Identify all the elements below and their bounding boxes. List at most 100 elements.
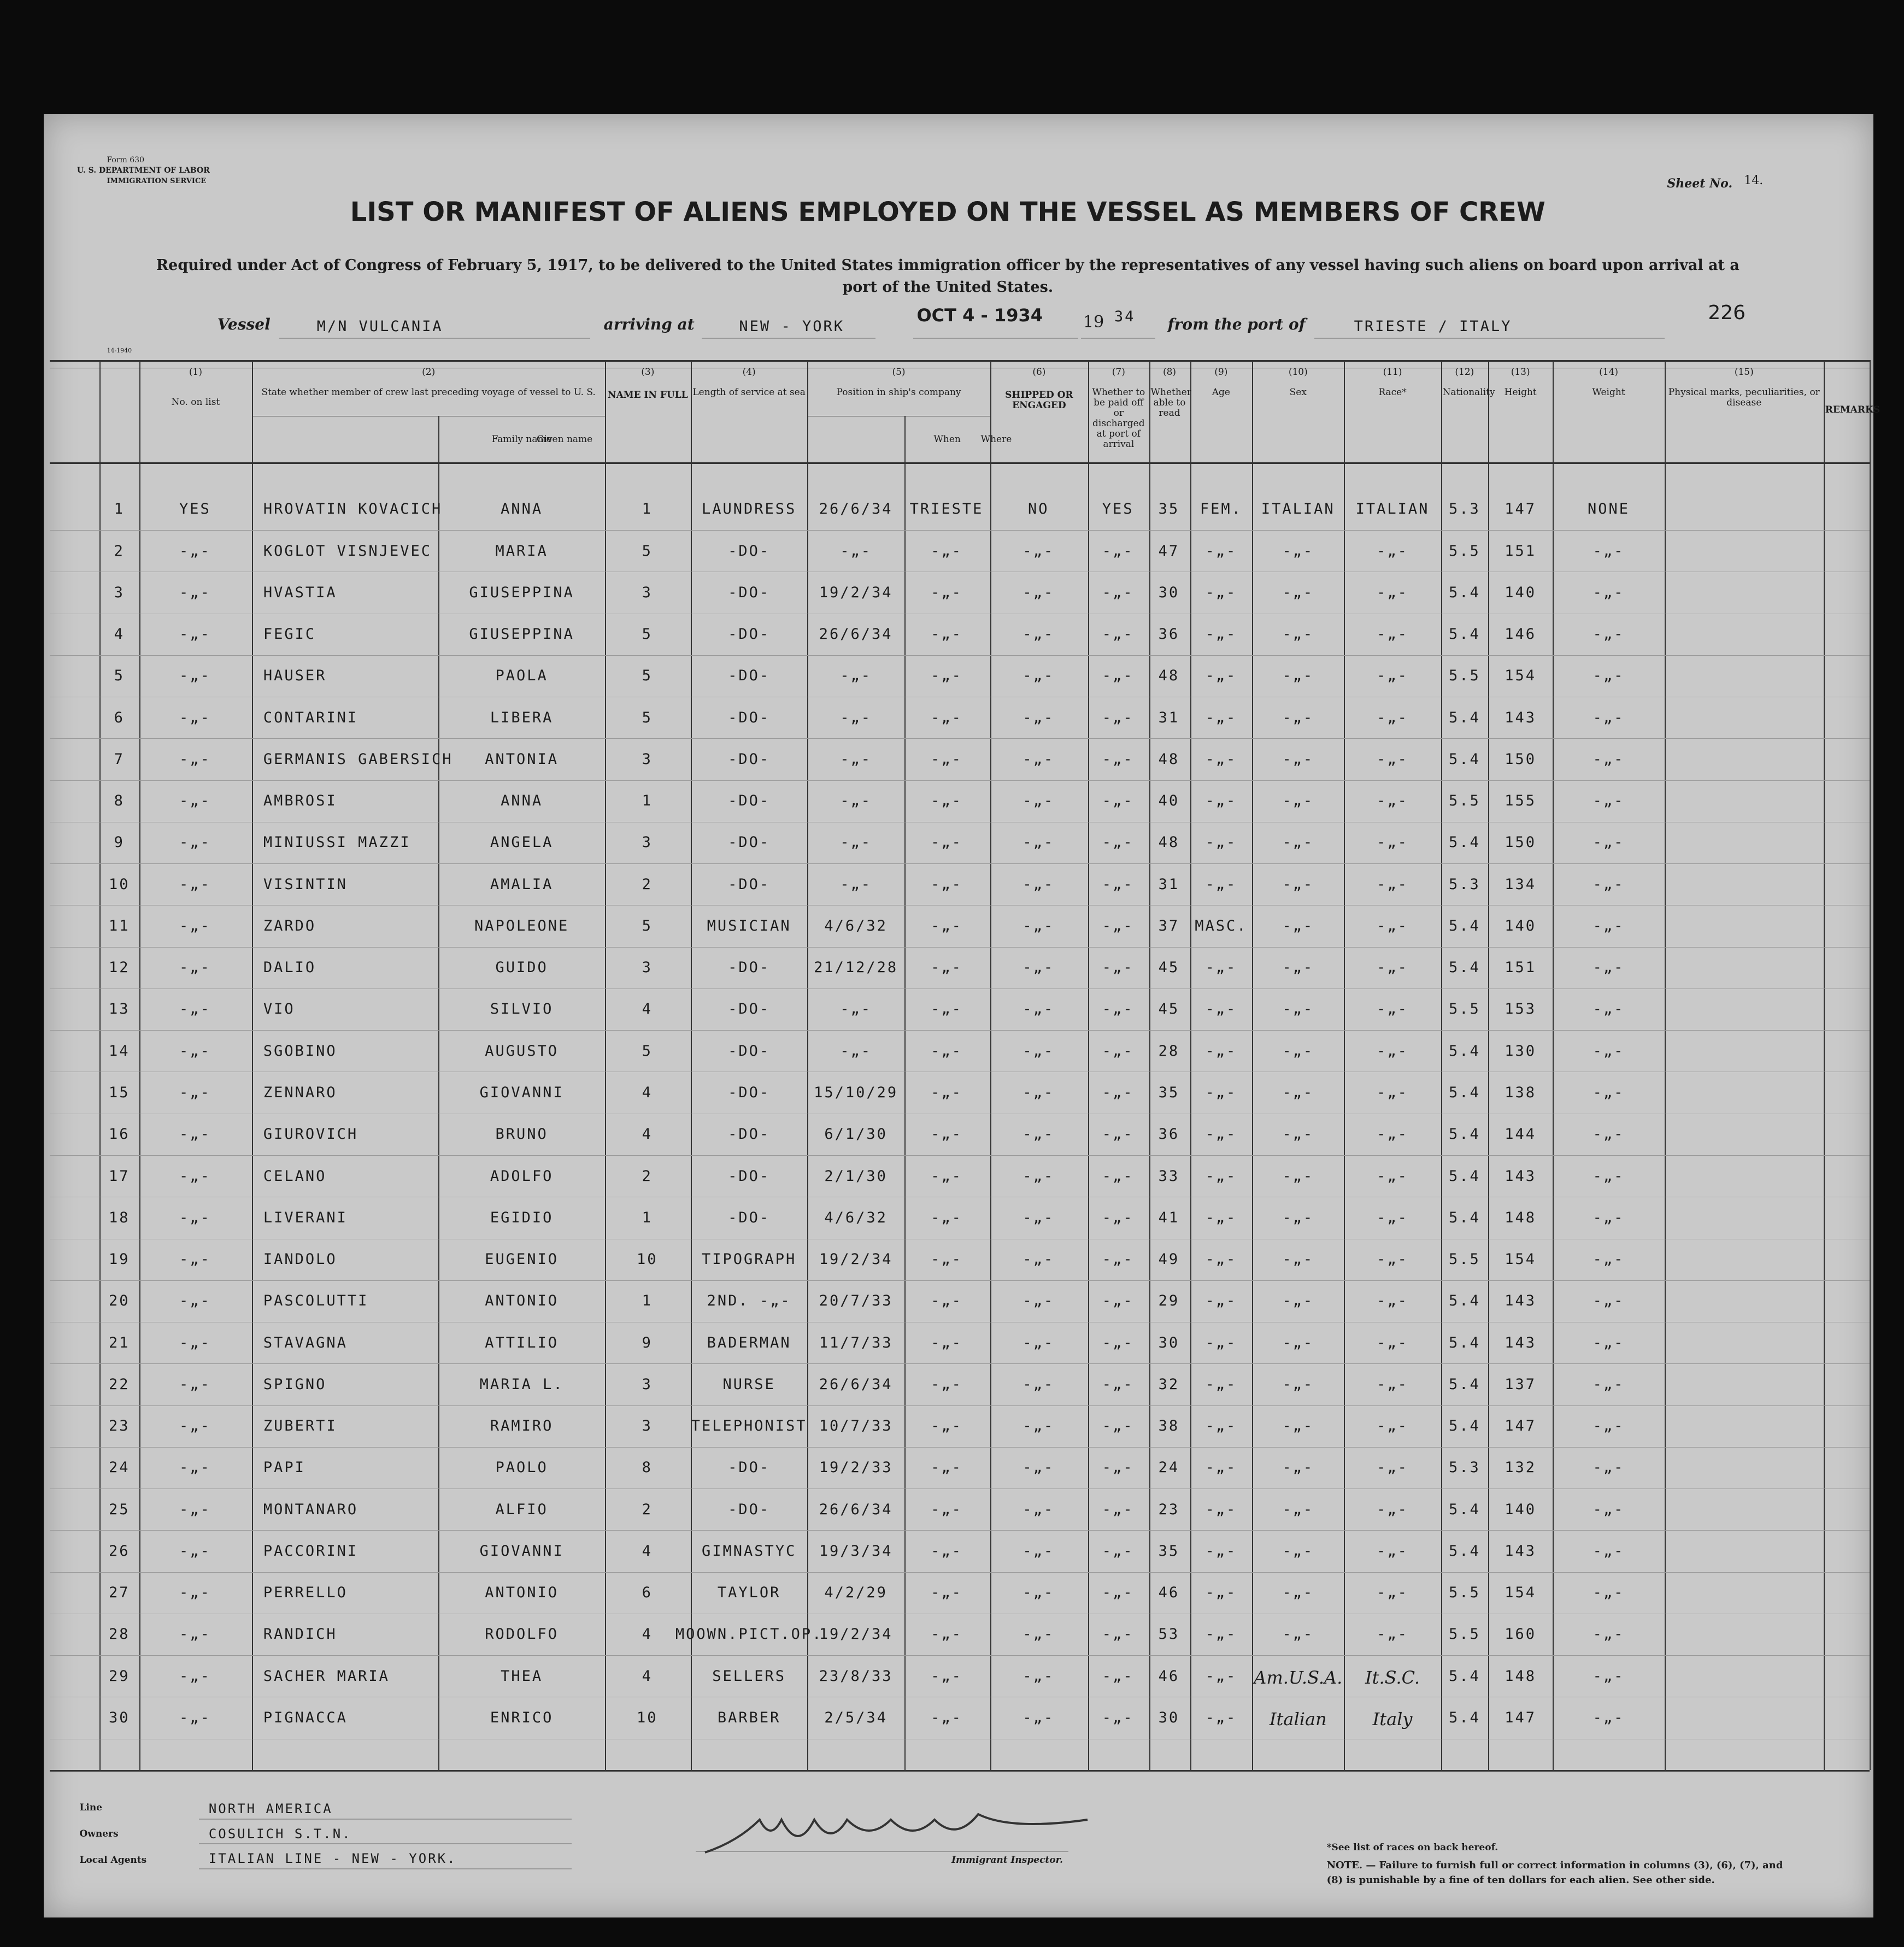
cell: -„- [1022, 834, 1055, 851]
department: U. S. DEPARTMENT OF LABOR [77, 166, 210, 175]
cell: MARIA [495, 542, 548, 560]
cell: PACCORINI [263, 1542, 359, 1560]
cell: -„- [1102, 917, 1134, 934]
cell: -„- [1377, 1167, 1408, 1185]
sheet-number: 14. [1744, 174, 1764, 188]
rule-line [1190, 360, 1191, 1770]
cell: 3 [642, 959, 653, 977]
cell: -„- [179, 584, 211, 601]
cell: -„- [1282, 1459, 1314, 1477]
cell: -„- [931, 1375, 962, 1393]
cell: 137 [1505, 1375, 1537, 1393]
cell: VIO [263, 1001, 295, 1018]
cell: 5.4 [1448, 834, 1480, 851]
cell: -„- [179, 1459, 211, 1477]
agents-label: Local Agents [79, 1854, 147, 1866]
cell: -DO- [728, 584, 771, 601]
cell: -„- [1377, 1375, 1408, 1393]
cell: 5 [642, 1042, 653, 1060]
cell: 5 [642, 667, 653, 685]
cell: -DO- [728, 1501, 771, 1518]
cell: -„- [1102, 709, 1134, 726]
rule-line [604, 360, 606, 1770]
cell: -„- [1102, 1001, 1134, 1018]
cell: 2 [642, 1501, 653, 1518]
cell: -„- [1022, 1501, 1055, 1518]
cell: -„- [179, 1001, 211, 1018]
cell: Am.U.S.A. [1254, 1667, 1343, 1688]
cell: 16 [108, 1126, 130, 1143]
cell: 4 [642, 1667, 653, 1685]
rule-line [49, 462, 1870, 464]
cell: -DO- [728, 875, 771, 893]
cell: 38 [1158, 1417, 1180, 1435]
cell: -„- [1022, 542, 1055, 560]
cell: -„- [1282, 542, 1314, 560]
cell: -„- [179, 542, 211, 560]
cell: ANTONIO [485, 1292, 559, 1310]
cell: -„- [1282, 1292, 1314, 1310]
cell: -„- [1377, 1542, 1408, 1560]
cell: GIUSEPPINA [469, 584, 574, 601]
cell: -„- [1592, 1459, 1625, 1477]
cell: -„- [840, 1001, 872, 1018]
cell: 143 [1505, 1334, 1537, 1351]
cell: -„- [1102, 1501, 1134, 1518]
cell: 4 [642, 1126, 653, 1143]
cell: 155 [1505, 792, 1537, 810]
cell: 11/7/33 [819, 1334, 893, 1351]
cell: 45 [1158, 1001, 1180, 1018]
cell: -„- [1022, 667, 1055, 685]
cell: -„- [1022, 1042, 1055, 1060]
cell: -„- [1102, 667, 1134, 685]
cell: 5.3 [1448, 1459, 1480, 1477]
cell: 30 [1158, 1334, 1180, 1351]
cell: -„- [179, 1167, 211, 1185]
cell: -„- [931, 1334, 962, 1351]
cell: ZUBERTI [263, 1417, 337, 1435]
cell: -„- [1377, 709, 1408, 726]
cell: -„- [1022, 1542, 1055, 1560]
cell: -„- [1592, 1584, 1625, 1602]
cell: -„- [1022, 1084, 1055, 1101]
cell: -„- [1205, 1334, 1237, 1351]
column-header: Height [1504, 387, 1537, 398]
cell: 140 [1505, 584, 1537, 601]
cell: 46 [1158, 1584, 1180, 1602]
cell: -„- [179, 626, 211, 643]
cell: -„- [1592, 626, 1625, 643]
cell: ANNA [501, 792, 543, 810]
cell: MARIA L. [479, 1375, 564, 1393]
cell: ATTILIO [485, 1334, 559, 1351]
cell: -„- [1282, 626, 1314, 643]
rule-line [49, 1446, 1870, 1448]
cell: -„- [931, 667, 962, 685]
cell: -„- [1022, 1126, 1055, 1143]
cell: -„- [1022, 750, 1055, 768]
cell: 14 [108, 1042, 130, 1060]
cell: -„- [1592, 667, 1625, 685]
rule-line [49, 1030, 1870, 1031]
cell: 5.4 [1448, 1709, 1480, 1726]
cell: 5.4 [1448, 1042, 1480, 1060]
cell: -„- [931, 1001, 962, 1018]
cell: -„- [931, 1292, 962, 1310]
cell: -„- [1022, 1459, 1055, 1477]
cell: -„- [1022, 1667, 1055, 1685]
cell: -„- [1102, 792, 1134, 810]
column-header: SHIPPED OR ENGAGED [1005, 389, 1073, 411]
cell: 147 [1505, 501, 1537, 518]
cell: -„- [1205, 1292, 1237, 1310]
year: 34 [1114, 308, 1136, 325]
rule-line [913, 338, 1078, 339]
cell: 5.4 [1448, 1501, 1480, 1518]
arriving-port: NEW - YORK [739, 318, 844, 336]
cell: -„- [1377, 1417, 1408, 1435]
cell: 36 [1158, 1126, 1180, 1143]
cell: It.S.C. [1365, 1667, 1420, 1688]
cell: 3 [642, 750, 653, 768]
column-header: Whether to be paid off or discharged at … [1092, 387, 1145, 450]
cell: TAYLOR [717, 1584, 781, 1602]
cell: ADOLFO [490, 1167, 554, 1185]
rule-line [49, 1405, 1870, 1406]
